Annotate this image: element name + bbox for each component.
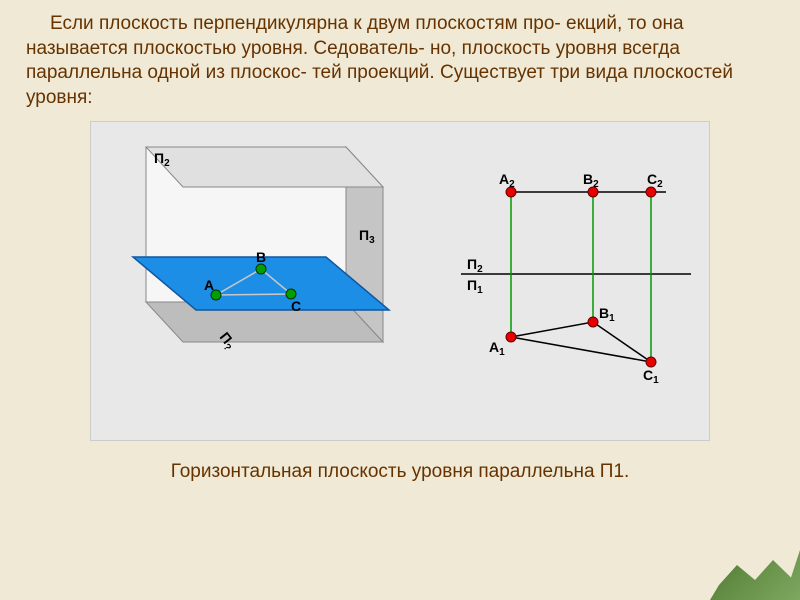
corner-decoration bbox=[710, 550, 800, 600]
diagram-svg: ABCП2П3П?П2П1A2B2C2A1B1C1 bbox=[91, 122, 711, 442]
svg-text:C: C bbox=[291, 298, 301, 314]
diagram-container: ABCП2П3П?П2П1A2B2C2A1B1C1 bbox=[90, 121, 710, 441]
svg-text:B: B bbox=[256, 249, 266, 265]
svg-text:B1: B1 bbox=[599, 305, 615, 324]
svg-text:C1: C1 bbox=[643, 367, 659, 386]
paragraph-text: Если плоскость перпендикулярна к двум пл… bbox=[26, 13, 733, 108]
svg-text:П1: П1 bbox=[467, 277, 483, 296]
svg-text:A1: A1 bbox=[489, 339, 505, 358]
main-paragraph: Если плоскость перпендикулярна к двум пл… bbox=[26, 12, 774, 111]
svg-text:A: A bbox=[204, 277, 214, 293]
svg-text:П2: П2 bbox=[467, 256, 483, 275]
svg-text:A2: A2 bbox=[499, 171, 515, 190]
caption: Горизонтальная плоскость уровня параллел… bbox=[26, 461, 774, 483]
